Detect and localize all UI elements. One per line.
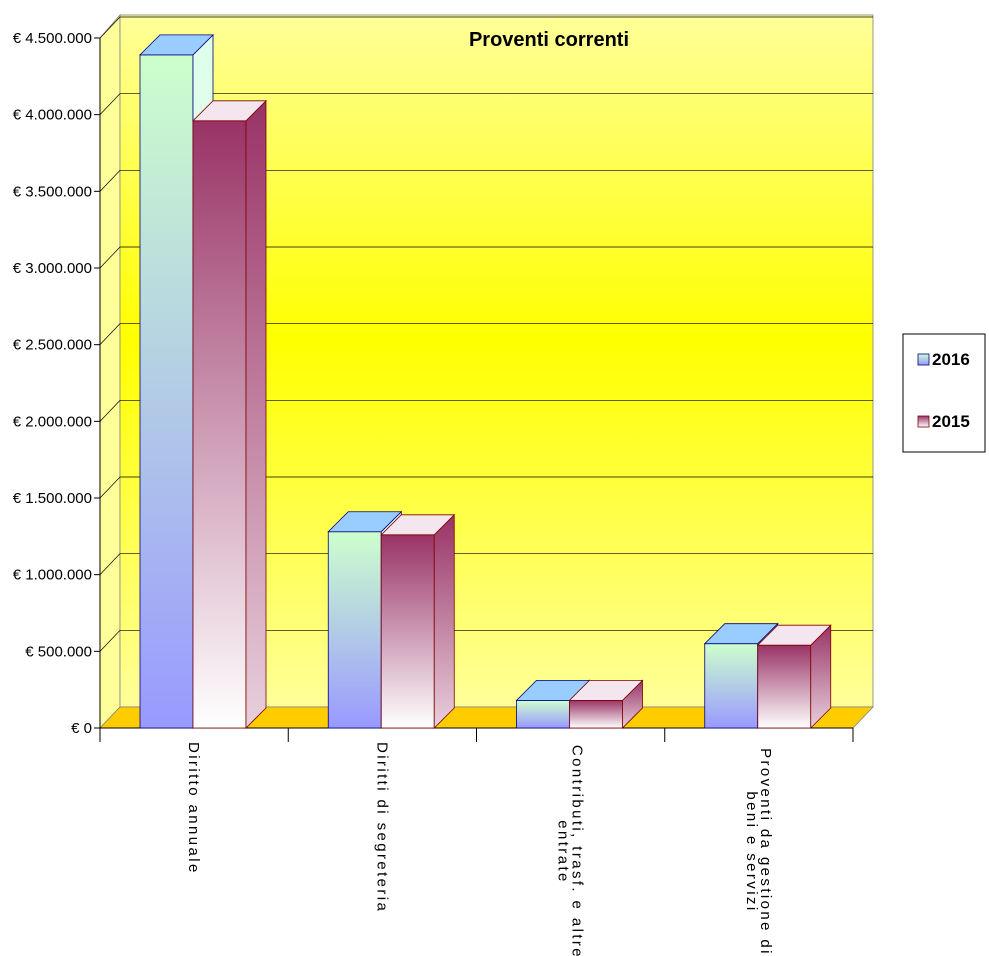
chart-title: Proventi correnti (469, 29, 629, 51)
gridline-left (99, 400, 121, 422)
y-tick-label: € 1.000.000 (13, 567, 92, 584)
gridline-left (99, 553, 121, 575)
category-label-line: Diritti di segreteria (373, 742, 390, 913)
bar-front (757, 644, 812, 729)
y-tick-label: € 500.000 (25, 643, 92, 660)
gridline-left (99, 246, 121, 269)
gridline-left (99, 93, 121, 115)
y-tick-label: € 2.000.000 (13, 413, 92, 430)
category-label-line: Diritto annuale (185, 742, 202, 875)
legend-label-2015: 2015 (932, 412, 970, 431)
bar-top (568, 680, 644, 701)
bar-front (327, 531, 382, 729)
bar-2015-1 (192, 99, 267, 729)
category-label-line: Proventi da gestione di (757, 748, 774, 956)
bar-front (192, 120, 247, 729)
y-tick-label: € 0 (71, 720, 92, 737)
gridline-left (99, 16, 121, 39)
bar-front (139, 54, 194, 729)
bar-top (380, 514, 456, 536)
gridline-left (99, 323, 121, 345)
bar-side (245, 99, 267, 729)
y-tick-label: € 2.500.000 (13, 337, 92, 354)
legend-label-2016: 2016 (932, 350, 970, 369)
category-label: Diritto annuale (185, 742, 202, 875)
left-wall (99, 13, 121, 729)
category-label: Diritti di segreteria (373, 742, 390, 913)
y-tick-label: € 1.500.000 (13, 490, 92, 507)
legend-swatch-2015 (917, 415, 930, 428)
category-label: Proventi da gestione dibeni e servizi (743, 748, 774, 956)
category-label-line: beni e servizi (743, 791, 760, 912)
bar-front (380, 534, 435, 729)
bar-top (756, 624, 832, 646)
gridline-left (99, 630, 121, 652)
bar-top (139, 34, 214, 56)
category-label-line: entrate (555, 820, 572, 884)
bars (139, 33, 832, 729)
bar-front (516, 700, 570, 729)
legend-swatch-2016 (917, 353, 930, 366)
bar-top (703, 623, 779, 645)
legend-box (902, 333, 986, 453)
bar-2015-4 (756, 624, 832, 729)
bar-front (704, 643, 759, 729)
legend: 2016 2015 (902, 333, 986, 453)
bar-2015-2 (380, 513, 456, 729)
category-labels: Diritto annuale Diritti di segreteria Cont… (185, 742, 774, 956)
y-tick-label: € 3.500.000 (13, 183, 92, 200)
bar-2015-3 (568, 679, 644, 729)
gridline-left (99, 170, 121, 192)
y-tick-label: € 4.000.000 (13, 107, 92, 124)
bar-top (192, 100, 267, 122)
bar-front (569, 700, 623, 729)
gridline-left (99, 476, 121, 499)
y-tick-label: € 4.500.000 (13, 30, 92, 47)
bar-side (433, 513, 455, 729)
category-label: Contributi, trasf. e altreentrate (555, 745, 586, 956)
category-label-line: Contributi, trasf. e altre (569, 745, 586, 956)
bar-top (327, 511, 403, 533)
y-tick-label: € 3.000.000 (13, 260, 92, 277)
